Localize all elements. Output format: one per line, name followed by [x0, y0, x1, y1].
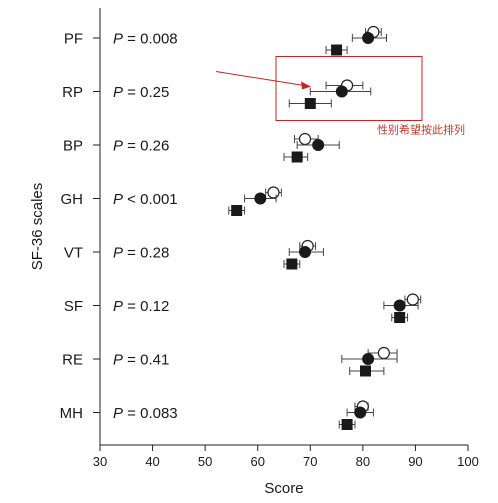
filled-square-point [394, 312, 406, 323]
x-tick-label: 30 [93, 454, 107, 469]
annotation-arrowhead [301, 81, 311, 90]
open-circle-point [267, 186, 280, 199]
scale-label: RE [62, 352, 83, 369]
y-axis-title: SF-36 scales [29, 183, 46, 271]
filled-square-point [331, 44, 343, 56]
scale-label: PF [64, 31, 83, 48]
annotation-group: 性别希望按此排列 [215, 56, 465, 137]
scale-label: VT [64, 245, 83, 262]
filled-square-point [291, 151, 303, 163]
filled-circle-point [299, 246, 312, 258]
p-value: P = 0.12 [113, 298, 169, 315]
plot-rows: PF P = 0.008 RP P = 0.25 BP P = 0.26 GH P < 0.0… [60, 25, 422, 430]
x-tick-label: 90 [408, 454, 422, 469]
annotation-arrow-line [215, 71, 305, 86]
filled-square-point [304, 98, 316, 109]
scale-label: GH [61, 191, 84, 208]
filled-circle-point [335, 85, 348, 98]
filled-circle-point [362, 353, 375, 365]
filled-square-point [286, 258, 298, 270]
filled-circle-point [254, 192, 267, 205]
axes: 30 40 50 60 70 80 90 100 Score SF-36 scales [29, 8, 479, 497]
p-value: P = 0.008 [113, 31, 178, 48]
open-circle-point [298, 132, 312, 146]
filled-square-point [359, 365, 371, 377]
filled-circle-point [312, 139, 325, 151]
scale-label: RP [62, 84, 83, 101]
highlight-box [275, 56, 423, 121]
x-tick-label: 50 [198, 454, 212, 469]
filled-circle-point [354, 406, 367, 419]
x-tick-label: 60 [250, 454, 264, 469]
x-tick-label: 70 [303, 454, 317, 469]
annotation-text: 性别希望按此排列 [377, 123, 465, 137]
p-value: P = 0.26 [113, 138, 169, 155]
p-value: P = 0.083 [113, 405, 178, 422]
filled-square-point [341, 419, 353, 430]
p-value: P = 0.28 [113, 245, 169, 262]
scale-label: SF [64, 298, 83, 315]
p-value: P = 0.25 [113, 84, 169, 101]
x-axis-title: Score [264, 480, 303, 497]
x-tick-label: 40 [145, 454, 159, 469]
filled-circle-point [362, 32, 375, 44]
x-tick-label: 100 [457, 454, 479, 469]
p-value: P < 0.001 [113, 191, 178, 208]
filled-circle-point [393, 299, 406, 312]
filled-square-point [231, 205, 243, 216]
open-circle-point [377, 346, 390, 360]
x-tick-label: 80 [356, 454, 370, 469]
p-value: P = 0.41 [113, 352, 169, 369]
scale-label: BP [63, 138, 83, 155]
scale-label: MH [60, 405, 83, 422]
open-circle-point [406, 293, 419, 306]
